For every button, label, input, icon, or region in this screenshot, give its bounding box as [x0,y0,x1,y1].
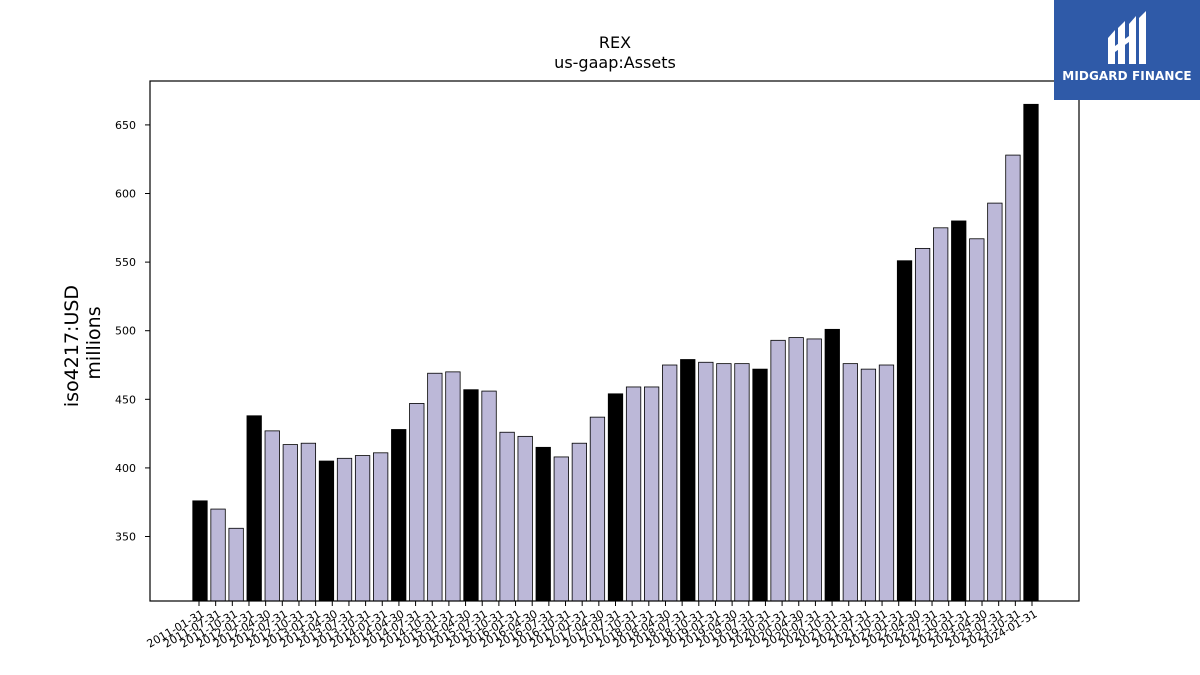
bar-2019-01-31 [752,368,768,602]
bar-2012-07-31 [282,444,298,602]
y-tick-label-500: 500 [115,325,136,338]
bar-2021-01-31 [896,260,913,602]
plot-frame [149,80,1080,602]
bar-2011-10-31 [228,527,244,602]
bar-2016-10-31 [589,416,606,602]
bar-2017-01-31 [607,393,624,602]
logo-text: MIDGARD FINANCE [1062,69,1192,83]
bar-2017-04-30 [625,386,642,602]
bar-2020-10-31 [878,364,895,602]
bar-2016-07-31 [571,442,587,602]
bar-2014-10-31 [445,371,461,602]
bar-2012-04-30 [264,430,280,602]
bar-2021-07-31 [914,247,931,602]
bar-2011-07-31 [210,508,226,602]
bar-2013-10-31 [373,452,389,602]
bar-2020-07-31 [860,368,877,602]
bar-2020-01-31 [824,328,840,602]
bar-2012-01-31 [246,415,262,602]
chart-subtitle: us-gaap:Assets [554,53,676,72]
bar-2018-10-31 [734,363,750,602]
midgard-finance-logo: MIDGARD FINANCE [1054,0,1200,100]
y-axis-label-scale: millions [83,306,105,379]
y-tick-label-350: 350 [115,531,136,544]
bar-2014-04-30 [409,403,425,602]
bar-2012-10-31 [300,442,317,602]
bar-2022-01-31 [951,220,967,602]
chart-title: REX [599,33,631,52]
bar-2016-04-30 [553,456,569,602]
bar-2022-10-31 [1005,154,1021,602]
bars-group [192,103,1039,602]
bar-2021-10-31 [933,227,949,602]
bar-2011-01-31 [192,500,208,602]
bar-2022-04-30 [969,238,985,602]
bar-2018-01-31 [680,359,696,602]
y-axis: 350 400 450 500 550 600 650 [115,119,150,544]
y-tick-label-450: 450 [115,393,136,406]
bar-2013-01-31 [318,460,335,602]
y-tick-label-650: 650 [115,119,136,132]
bar-2018-07-31 [716,363,732,602]
y-tick-label-550: 550 [115,256,136,269]
bar-2019-07-31 [788,337,804,602]
bar-2014-01-31 [391,429,407,602]
y-axis-label: iso4217:USD millions [61,279,105,407]
bar-2017-07-31 [644,386,660,602]
y-tick-label-400: 400 [115,462,136,475]
bar-2016-01-31 [535,446,551,602]
bar-2013-07-31 [354,455,371,602]
bar-2015-07-31 [499,431,515,602]
midgard-logo-icon [1108,11,1146,64]
bar-2015-01-31 [463,389,479,602]
y-axis-label-unit: iso4217:USD [61,285,83,407]
bar-2022-07-31 [987,202,1003,602]
bar-2015-10-31 [517,435,533,602]
bar-2019-10-31 [806,338,822,602]
bar-2019-04-30 [770,339,786,602]
bar-2014-07-31 [427,372,443,602]
bar-2017-10-31 [662,364,678,602]
bar-2023-01-31 [1023,103,1039,602]
bar-2015-04-30 [481,390,497,602]
y-tick-label-600: 600 [115,188,136,201]
bar-2018-04-30 [698,361,714,602]
x-axis: 2011-01-312011-07-312011-10-312012-01-31… [145,601,1040,651]
bar-2013-04-30 [336,457,353,602]
bar-2020-04-30 [842,363,858,602]
